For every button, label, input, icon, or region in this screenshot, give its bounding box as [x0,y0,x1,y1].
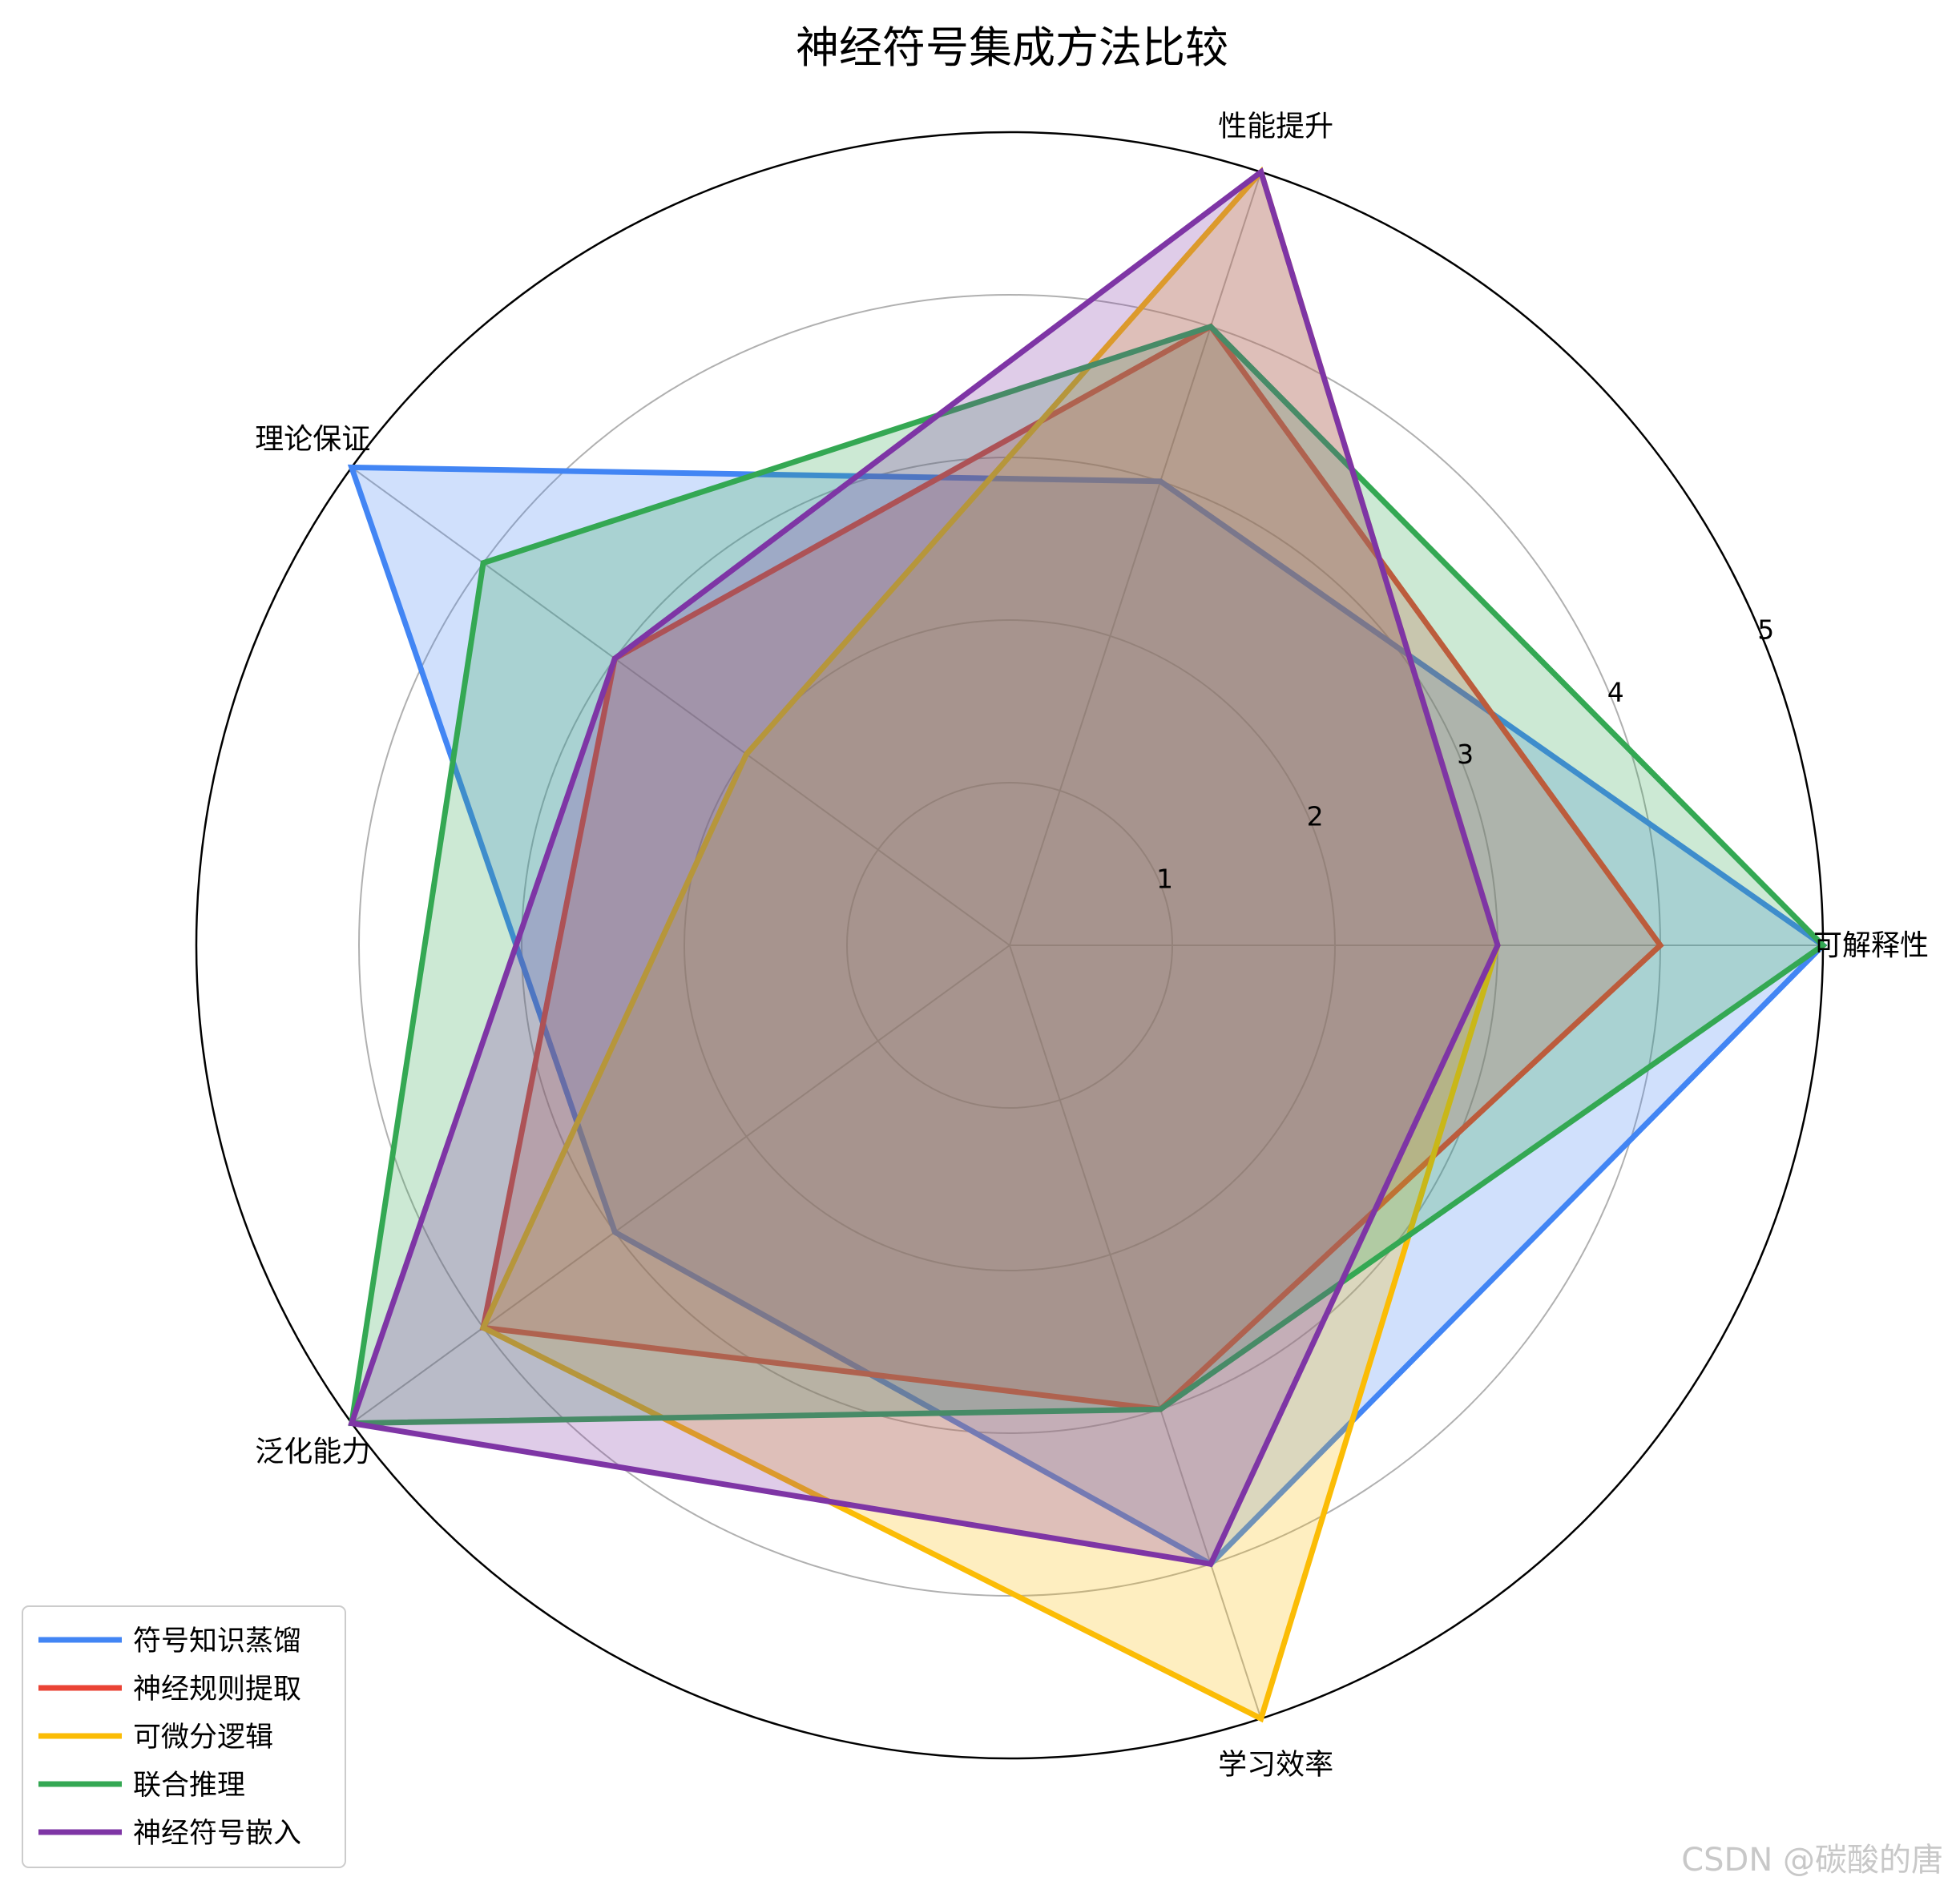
axis-label: 可解释性 [1813,929,1929,962]
radial-gridline [351,466,1010,946]
grid-ring [684,619,1336,1271]
series-fill [483,171,1498,1719]
series-fill [483,326,1660,1410]
series-group [347,166,1828,1723]
axis-label: 性能提升 [1218,111,1333,143]
series-line [348,323,1828,1427]
chart-title: 神经符号集成方法比较 [796,22,1228,73]
legend-label: 可微分逻辑 [133,1722,273,1754]
radial-tick-label: 2 [1307,801,1324,832]
radial-gridline [351,945,1010,1424]
radial-tick-label: 5 [1757,614,1774,646]
radial-tick-label: 3 [1457,739,1474,770]
series-line [479,323,1664,1412]
radial-gridline [1009,171,1262,946]
series-fill [351,171,1498,1565]
legend-box [22,1605,346,1868]
axis-label: 理论保证 [255,423,370,456]
radial-gridline [1009,945,1262,1719]
radial-tick-label: 4 [1607,676,1624,707]
legend-label: 神经规则提取 [133,1674,301,1706]
legend-label: 联合推理 [133,1770,245,1802]
legend-label: 神经符号嵌入 [133,1818,301,1850]
series-line [348,167,1501,1568]
watermark: CSDN @碳酸的唐 [1681,1842,1943,1879]
axis-label: 学习效率 [1218,1748,1333,1781]
legend-label: 符号知识蒸馏 [133,1625,301,1657]
series-fill [351,326,1823,1424]
axis-label: 泛化能力 [255,1436,370,1468]
radial-tick-label: 1 [1156,863,1173,894]
series-line [347,464,1828,1568]
grid-ring [846,782,1173,1109]
